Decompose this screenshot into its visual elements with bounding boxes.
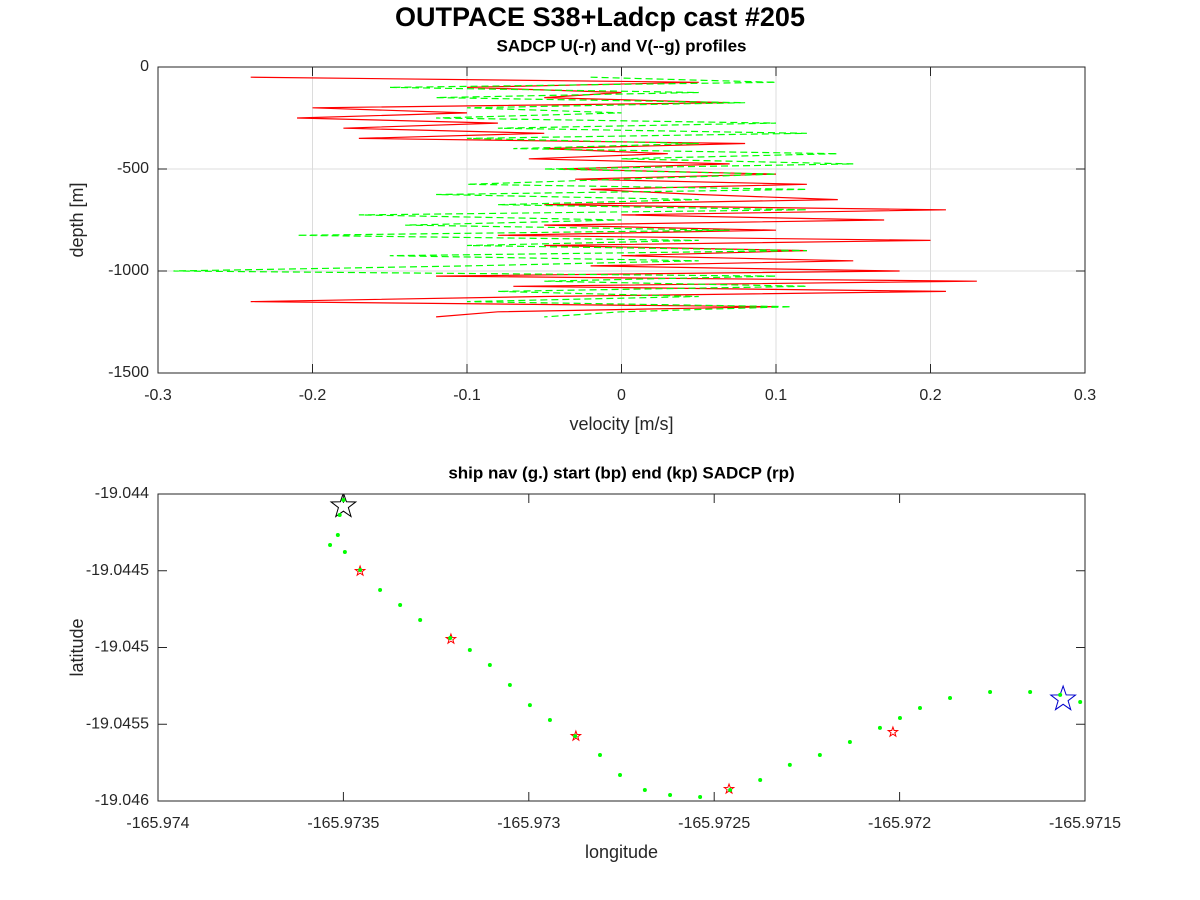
nav-point [728,787,733,792]
star-marker [353,564,367,577]
nav-point [1078,699,1083,704]
star-marker [444,632,458,645]
chart-title: ship nav (g.) start (bp) end (kp) SADCP … [448,463,794,482]
star-marker [569,729,583,742]
x-tick-label: 0.1 [765,387,787,404]
nav-point [547,717,552,722]
y-tick-label: -1000 [108,262,149,279]
x-tick-label: -165.9725 [678,815,750,832]
chart-title: SADCP U(-r) and V(--g) profiles [497,36,747,55]
x-tick-label: -0.3 [144,387,172,404]
nav-point [877,725,882,730]
x-tick-label: -0.1 [453,387,481,404]
x-tick-label: -165.973 [497,815,560,832]
nav-point [337,513,342,518]
y-tick-label: -19.0455 [86,715,149,732]
nav-point [418,618,423,623]
nav-point [335,532,340,537]
nav-point [642,787,647,792]
nav-point [527,703,532,708]
plot-area [158,494,1085,801]
nav-point [847,740,852,745]
nav-point [467,647,472,652]
star-marker [329,494,358,518]
y-tick-label: -19.045 [95,639,149,656]
nav-point [897,715,902,720]
nav-point [1058,692,1063,697]
x-axis-label: longitude [585,842,658,862]
nav-point [341,497,346,502]
nav-point [597,752,602,757]
nav-point [758,777,763,782]
x-tick-label: -0.2 [299,387,327,404]
y-tick-label: 0 [140,58,149,75]
x-tick-label: 0 [617,387,626,404]
x-tick-label: -165.972 [868,815,931,832]
nav-point [618,773,623,778]
nav-point [448,635,453,640]
x-axis-label: velocity [m/s] [569,414,673,434]
nav-point [507,682,512,687]
profile-line [173,76,854,318]
nav-point [917,705,922,710]
axes-box [157,66,1086,374]
y-tick-label: -19.044 [95,485,149,502]
nav-point [1028,690,1033,695]
nav-point [328,542,333,547]
nav-point [487,662,492,667]
y-axis-label: depth [m] [67,182,87,257]
nav-point [398,602,403,607]
nav-point [988,690,993,695]
nav-point [698,795,703,800]
y-axis-label: latitude [67,618,87,676]
y-tick-label: -500 [117,160,149,177]
profile-line [250,76,977,318]
figure-title: OUTPACE S38+Ladcp cast #205 [395,2,805,32]
x-tick-label: -165.974 [126,815,189,832]
marks [173,76,977,318]
y-tick-label: -19.0445 [86,562,149,579]
nav-point [817,752,822,757]
y-tick-label: -1500 [108,364,149,381]
y-tick-label: -19.046 [95,792,149,809]
nav-point [358,567,363,572]
star-marker [1049,684,1077,711]
x-tick-label: -165.9715 [1049,815,1121,832]
x-tick-label: -165.9735 [307,815,379,832]
nav-point [948,696,953,701]
axes-box [157,493,1086,802]
marks [328,494,1083,800]
nav-point [787,762,792,767]
nav-point [573,734,578,739]
nav-point [342,550,347,555]
nav-point [378,587,383,592]
x-tick-label: 0.2 [919,387,941,404]
star-marker [886,725,900,738]
nav-point [668,793,673,798]
x-tick-label: 0.3 [1074,387,1096,404]
